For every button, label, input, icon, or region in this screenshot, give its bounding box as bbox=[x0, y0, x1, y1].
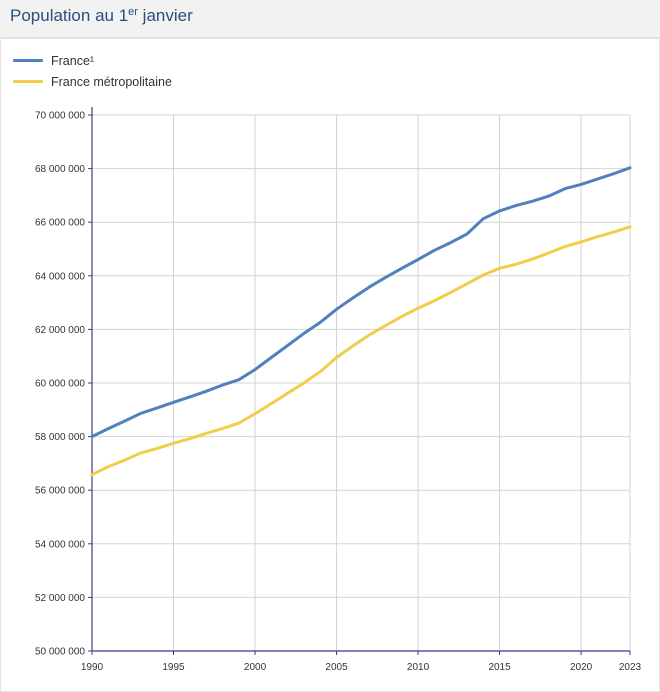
y-tick-label: 66 000 000 bbox=[35, 218, 85, 229]
x-tick-label: 2005 bbox=[325, 662, 348, 673]
page-title: Population au 1er janvier bbox=[10, 6, 193, 26]
page-header: Population au 1er janvier bbox=[0, 0, 660, 38]
y-tick-label: 70 000 000 bbox=[35, 111, 85, 122]
x-tick-label: 2023 bbox=[619, 662, 642, 673]
chart-legend: France¹ France métropolitaine bbox=[13, 50, 172, 92]
x-tick-label: 2020 bbox=[570, 662, 593, 673]
legend-swatch-france bbox=[13, 59, 43, 62]
y-tick-label: 50 000 000 bbox=[35, 647, 85, 658]
y-tick-label: 60 000 000 bbox=[35, 379, 85, 390]
title-superscript: er bbox=[128, 6, 138, 18]
x-tick-label: 2010 bbox=[407, 662, 430, 673]
y-tick-label: 68 000 000 bbox=[35, 164, 85, 175]
y-tick-label: 54 000 000 bbox=[35, 539, 85, 550]
y-tick-label: 52 000 000 bbox=[35, 593, 85, 604]
y-tick-label: 56 000 000 bbox=[35, 486, 85, 497]
legend-item-france-metropolitaine[interactable]: France métropolitaine bbox=[13, 71, 172, 92]
y-tick-label: 64 000 000 bbox=[35, 271, 85, 282]
legend-label-france: France¹ bbox=[51, 53, 95, 68]
legend-item-france[interactable]: France¹ bbox=[13, 50, 172, 71]
series-line-france bbox=[90, 166, 632, 439]
x-tick-label: 2000 bbox=[244, 662, 267, 673]
legend-label-france-metropolitaine: France métropolitaine bbox=[51, 74, 172, 89]
title-text: Population au 1 bbox=[10, 6, 129, 25]
x-tick-label: 1995 bbox=[162, 662, 185, 673]
x-tick-label: 1990 bbox=[81, 662, 104, 673]
series-line-france-metropolitaine bbox=[90, 225, 632, 477]
title-text-suffix: janvier bbox=[137, 6, 193, 25]
y-tick-label: 58 000 000 bbox=[35, 432, 85, 443]
legend-swatch-france-metropolitaine bbox=[13, 80, 43, 83]
y-tick-label: 62 000 000 bbox=[35, 325, 85, 336]
x-tick-label: 2015 bbox=[488, 662, 511, 673]
